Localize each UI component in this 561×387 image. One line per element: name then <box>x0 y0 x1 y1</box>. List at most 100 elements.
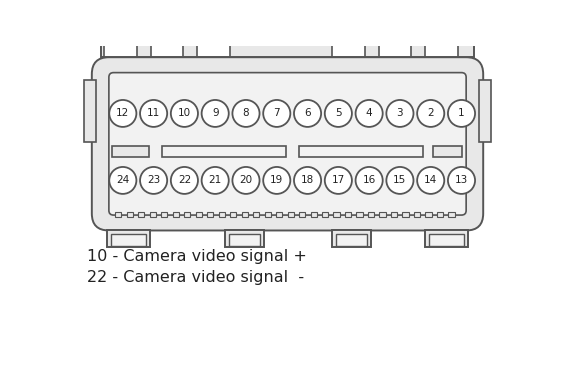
Circle shape <box>109 100 136 127</box>
Circle shape <box>387 167 413 194</box>
Bar <box>173 212 179 217</box>
Bar <box>433 146 462 157</box>
Text: 20: 20 <box>240 175 252 185</box>
Text: 4: 4 <box>366 108 373 118</box>
Bar <box>107 231 150 247</box>
Bar <box>429 233 464 246</box>
FancyBboxPatch shape <box>109 73 466 215</box>
Bar <box>288 212 294 217</box>
Bar <box>253 212 259 217</box>
Bar <box>161 212 167 217</box>
Circle shape <box>417 100 444 127</box>
FancyBboxPatch shape <box>92 57 483 231</box>
Text: 9: 9 <box>212 108 218 118</box>
Bar <box>229 233 260 246</box>
Text: 2: 2 <box>427 108 434 118</box>
Bar <box>322 212 328 217</box>
Circle shape <box>171 100 198 127</box>
Circle shape <box>356 167 383 194</box>
Bar <box>425 42 458 56</box>
Bar <box>332 42 365 56</box>
Bar <box>225 231 264 247</box>
Circle shape <box>325 100 352 127</box>
Circle shape <box>109 167 136 194</box>
Bar <box>402 212 409 217</box>
Circle shape <box>263 100 291 127</box>
Bar <box>150 212 156 217</box>
Text: 14: 14 <box>424 175 438 185</box>
Text: 7: 7 <box>273 108 280 118</box>
Bar <box>265 212 271 217</box>
Bar <box>333 212 340 217</box>
Bar <box>184 212 190 217</box>
Text: 15: 15 <box>393 175 407 185</box>
Circle shape <box>232 167 260 194</box>
Circle shape <box>356 100 383 127</box>
Text: 6: 6 <box>304 108 311 118</box>
Circle shape <box>263 167 291 194</box>
Text: 21: 21 <box>209 175 222 185</box>
Text: 22 - Camera video signal  -: 22 - Camera video signal - <box>87 270 304 285</box>
Circle shape <box>417 167 444 194</box>
Text: 11: 11 <box>147 108 160 118</box>
Text: 8: 8 <box>243 108 249 118</box>
Circle shape <box>171 167 198 194</box>
Bar <box>332 231 371 247</box>
Text: 10: 10 <box>178 108 191 118</box>
Bar <box>115 212 121 217</box>
Bar <box>356 212 363 217</box>
Text: 17: 17 <box>332 175 345 185</box>
Circle shape <box>201 167 229 194</box>
Bar <box>368 212 374 217</box>
Bar <box>104 42 137 56</box>
Circle shape <box>232 100 260 127</box>
Circle shape <box>294 100 321 127</box>
Bar <box>111 233 146 246</box>
Circle shape <box>294 167 321 194</box>
Bar <box>310 212 317 217</box>
Bar <box>336 233 367 246</box>
Text: 18: 18 <box>301 175 314 185</box>
Bar <box>101 40 474 57</box>
Bar <box>414 212 420 217</box>
Bar <box>391 212 397 217</box>
Bar <box>299 212 305 217</box>
Bar <box>138 212 144 217</box>
Circle shape <box>201 100 229 127</box>
Circle shape <box>140 167 167 194</box>
Circle shape <box>448 100 475 127</box>
Bar <box>273 32 301 39</box>
Bar <box>197 42 230 56</box>
Bar <box>112 146 149 157</box>
Bar <box>479 80 491 142</box>
Text: 16: 16 <box>362 175 376 185</box>
Text: 12: 12 <box>116 108 130 118</box>
Bar <box>379 42 411 56</box>
Bar <box>425 231 468 247</box>
Bar <box>345 212 351 217</box>
Bar <box>242 212 248 217</box>
Bar <box>219 212 225 217</box>
Text: 23: 23 <box>147 175 160 185</box>
Bar <box>84 80 96 142</box>
Text: 22: 22 <box>178 175 191 185</box>
Text: 19: 19 <box>270 175 283 185</box>
Bar <box>127 212 133 217</box>
Bar <box>230 212 236 217</box>
Bar <box>151 42 183 56</box>
Bar <box>299 146 423 157</box>
Circle shape <box>325 167 352 194</box>
Text: 3: 3 <box>397 108 403 118</box>
Bar <box>437 212 443 217</box>
Bar <box>162 146 286 157</box>
Circle shape <box>448 167 475 194</box>
Bar <box>425 212 432 217</box>
Circle shape <box>387 100 413 127</box>
Bar <box>207 212 213 217</box>
Text: 5: 5 <box>335 108 342 118</box>
Circle shape <box>140 100 167 127</box>
Bar <box>379 212 386 217</box>
Bar <box>270 29 304 42</box>
Bar <box>448 212 455 217</box>
Text: 1: 1 <box>458 108 465 118</box>
